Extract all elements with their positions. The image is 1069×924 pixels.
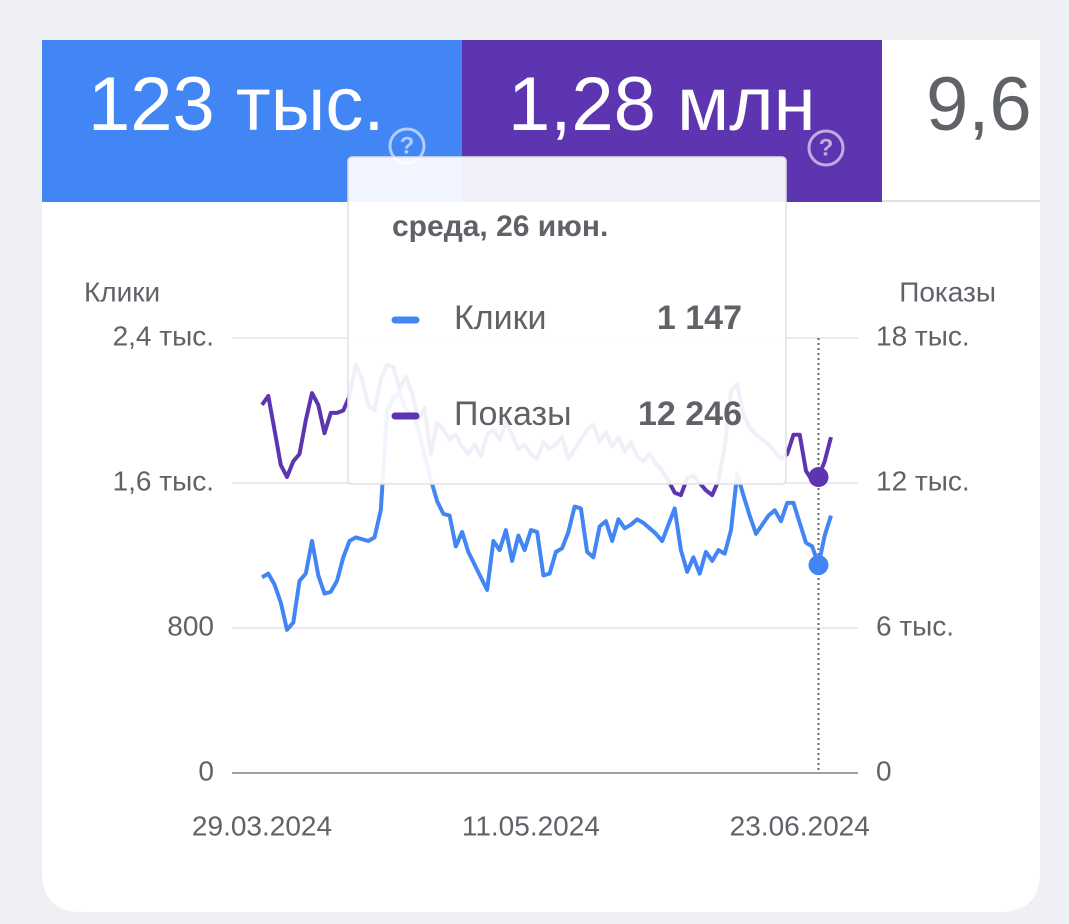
x-tick-label: 11.05.2024 xyxy=(462,810,600,841)
y2-tick-label: 18 тыс. xyxy=(876,320,970,351)
metric-tile[interactable] xyxy=(882,40,1040,202)
x-tick-label: 23.06.2024 xyxy=(730,810,870,841)
y-tick-label: 2,4 тыс. xyxy=(113,320,214,351)
metric-value: 9,6 xyxy=(926,62,1032,147)
y2-axis-title: Показы xyxy=(899,276,996,307)
plot: 0 800 1,6 тыс. 2,4 тыс. 0 6 тыс. 12 тыс. 18 тыс… xyxy=(113,320,970,841)
help-icon[interactable]: ? xyxy=(807,129,845,167)
tooltip-box xyxy=(347,156,787,485)
tooltip-series-name: Клики xyxy=(454,299,547,337)
tooltip: среда, 26 июн. Клики 1 147 Показы 12 246 xyxy=(347,156,787,485)
tooltip-value: 12 246 xyxy=(638,395,742,433)
metric-value: 1,28 млн xyxy=(508,62,816,147)
y2-tick-label: 0 xyxy=(876,755,892,786)
tooltip-value: 1 147 xyxy=(657,299,742,337)
x-tick-label: 29.03.2024 xyxy=(192,810,332,841)
svg-text:?: ? xyxy=(400,132,415,159)
tooltip-series-name: Показы xyxy=(454,395,572,433)
hover-point xyxy=(808,555,829,576)
tooltip-title: среда, 26 июн. xyxy=(392,210,608,243)
svg-text:?: ? xyxy=(819,134,834,161)
y-tick-label: 0 xyxy=(198,755,214,786)
y2-tick-label: 12 тыс. xyxy=(876,465,970,496)
hover-point xyxy=(808,467,829,488)
metric-value: 123 тыс. xyxy=(88,62,384,147)
y2-tick-label: 6 тыс. xyxy=(876,610,954,641)
y-axis-title: Клики xyxy=(84,276,160,307)
y-tick-label: 800 xyxy=(167,610,214,641)
y-tick-label: 1,6 тыс. xyxy=(113,465,214,496)
